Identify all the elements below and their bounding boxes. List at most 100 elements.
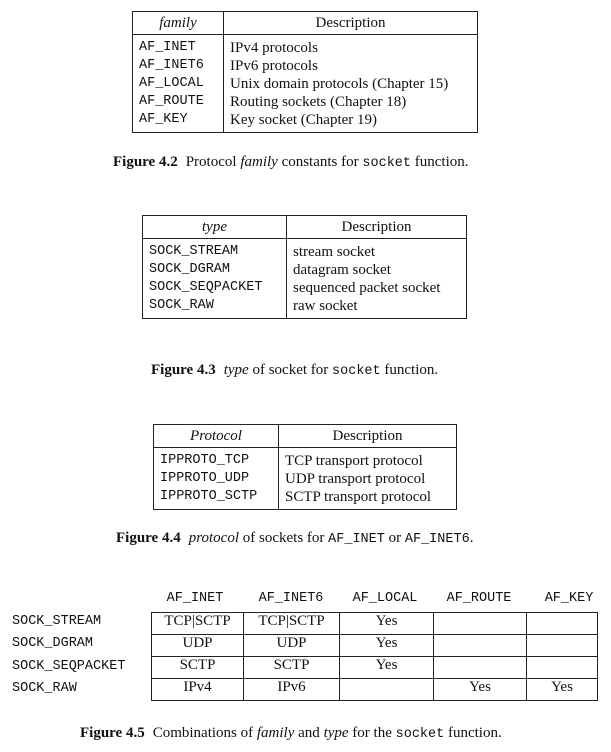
grid-line: [339, 612, 340, 701]
table-row: IPPROTO_UDP UDP transport protocol: [153, 470, 457, 488]
column-header: type: [142, 215, 287, 239]
grid-line: [151, 612, 598, 613]
caption-code: AF_INET6: [404, 532, 470, 547]
type-description: sequenced packet socket: [293, 280, 441, 296]
table-row: SOCK_STREAM stream socket: [142, 238, 467, 261]
family-constant: AF_INET: [132, 34, 224, 57]
caption-text: Protocol: [185, 154, 241, 170]
column-header: AF_INET: [166, 591, 224, 606]
grid-cell: Yes: [551, 679, 573, 695]
family-table: family Description AF_INET IPv4 protocol…: [132, 11, 478, 133]
caption-text: Combinations of: [152, 725, 257, 741]
row-header: SOCK_DGRAM: [12, 636, 94, 651]
family-constant: AF_LOCAL: [132, 75, 224, 93]
figure-label: Figure 4.4: [116, 530, 181, 546]
figure-label: Figure 4.2: [113, 154, 178, 170]
caption-text: of socket for: [248, 362, 333, 378]
figure-label: Figure 4.3: [151, 362, 216, 378]
caption-emphasis: type: [223, 362, 249, 378]
protocol-description: SCTP transport protocol: [285, 489, 432, 505]
grid-cell: SCTP: [273, 657, 310, 673]
type-description: datagram socket: [293, 262, 391, 278]
table-row: AF_INET6 IPv6 protocols: [132, 57, 478, 75]
type-constant: SOCK_STREAM: [142, 238, 287, 261]
grid-cell: TCP|SCTP: [164, 613, 231, 629]
figure-caption: Figure 4.3 type of socket for socket func…: [151, 362, 438, 379]
grid-line: [526, 612, 527, 701]
protocol-description: TCP transport protocol: [285, 453, 423, 469]
caption-emphasis: family: [256, 725, 295, 741]
caption-text: function.: [380, 362, 439, 378]
table-row: SOCK_DGRAM datagram socket: [142, 261, 467, 279]
grid-cell: UDP: [182, 635, 213, 651]
type-constant: SOCK_RAW: [142, 297, 287, 319]
row-header: SOCK_RAW: [12, 681, 77, 696]
column-header: family: [132, 11, 224, 35]
caption-code: socket: [332, 364, 381, 379]
column-header: Description: [223, 11, 478, 35]
table-row: AF_KEY Key socket (Chapter 19): [132, 111, 478, 133]
table-row: AF_INET IPv4 protocols: [132, 34, 478, 57]
grid-cell: Yes: [469, 679, 491, 695]
family-description: Routing sockets (Chapter 18): [230, 94, 407, 110]
table-row: SOCK_SEQPACKET sequenced packet socket: [142, 279, 467, 297]
caption-emphasis: type: [323, 725, 349, 741]
type-description: stream socket: [293, 244, 376, 260]
table-row: IPPROTO_TCP TCP transport protocol: [153, 447, 457, 470]
protocol-table: Protocol Description IPPROTO_TCP TCP tra…: [153, 424, 457, 510]
protocol-description: UDP transport protocol: [285, 471, 426, 487]
caption-emphasis: protocol: [188, 530, 239, 546]
grid-cell: Yes: [375, 635, 398, 651]
family-description: Key socket (Chapter 19): [230, 112, 378, 128]
family-constant: AF_ROUTE: [132, 93, 224, 111]
grid-cell: Yes: [375, 613, 398, 629]
figure-caption: Figure 4.4 protocol of sockets for AF_INE…: [116, 530, 473, 547]
family-description: IPv4 protocols: [230, 40, 318, 56]
table-header-row: type Description: [142, 215, 467, 239]
caption-text: or: [384, 530, 405, 546]
caption-text: .: [469, 530, 474, 546]
grid-line: [151, 700, 598, 701]
caption-text: for the: [348, 725, 396, 741]
grid-cell: TCP|SCTP: [258, 613, 325, 629]
type-constant: SOCK_DGRAM: [142, 261, 287, 279]
family-constant: AF_INET6: [132, 57, 224, 75]
figure-caption: Figure 4.2 Protocol family constants for …: [113, 154, 469, 171]
figure-label: Figure 4.5: [80, 725, 145, 741]
grid-cell: UDP: [276, 635, 307, 651]
column-header: AF_KEY: [544, 591, 594, 606]
grid-cell: SCTP: [179, 657, 216, 673]
table-header-row: family Description: [132, 11, 478, 35]
column-header: Protocol: [153, 424, 279, 448]
grid-line: [151, 612, 152, 701]
family-description: IPv6 protocols: [230, 58, 318, 74]
caption-text: constants for: [277, 154, 363, 170]
column-header: Description: [278, 424, 457, 448]
row-header: SOCK_STREAM: [12, 614, 102, 629]
family-description: Unix domain protocols (Chapter 15): [230, 76, 449, 92]
caption-emphasis: family: [240, 154, 278, 170]
grid-cell: Yes: [375, 657, 398, 673]
protocol-constant: IPPROTO_UDP: [153, 470, 279, 488]
caption-code: socket: [362, 156, 411, 171]
grid-line: [151, 656, 598, 657]
figure-caption: Figure 4.5 Combinations of family and typ…: [80, 725, 502, 742]
caption-text: function.: [444, 725, 502, 741]
column-header: Description: [286, 215, 467, 239]
column-header: AF_INET6: [258, 591, 324, 606]
protocol-constant: IPPROTO_SCTP: [153, 488, 279, 510]
row-header: SOCK_SEQPACKET: [12, 659, 126, 674]
table-row: AF_ROUTE Routing sockets (Chapter 18): [132, 93, 478, 111]
caption-code: AF_INET: [328, 532, 385, 547]
grid-cell: IPv6: [277, 679, 306, 695]
protocol-constant: IPPROTO_TCP: [153, 447, 279, 470]
column-header: AF_ROUTE: [446, 591, 512, 606]
grid-line: [597, 612, 598, 701]
caption-text: function.: [411, 154, 469, 170]
grid-line: [243, 612, 244, 701]
table-header-row: Protocol Description: [153, 424, 457, 448]
type-table: type Description SOCK_STREAM stream sock…: [142, 215, 467, 319]
family-constant: AF_KEY: [132, 111, 224, 133]
grid-cell: IPv4: [183, 679, 212, 695]
table-row: SOCK_RAW raw socket: [142, 297, 467, 319]
